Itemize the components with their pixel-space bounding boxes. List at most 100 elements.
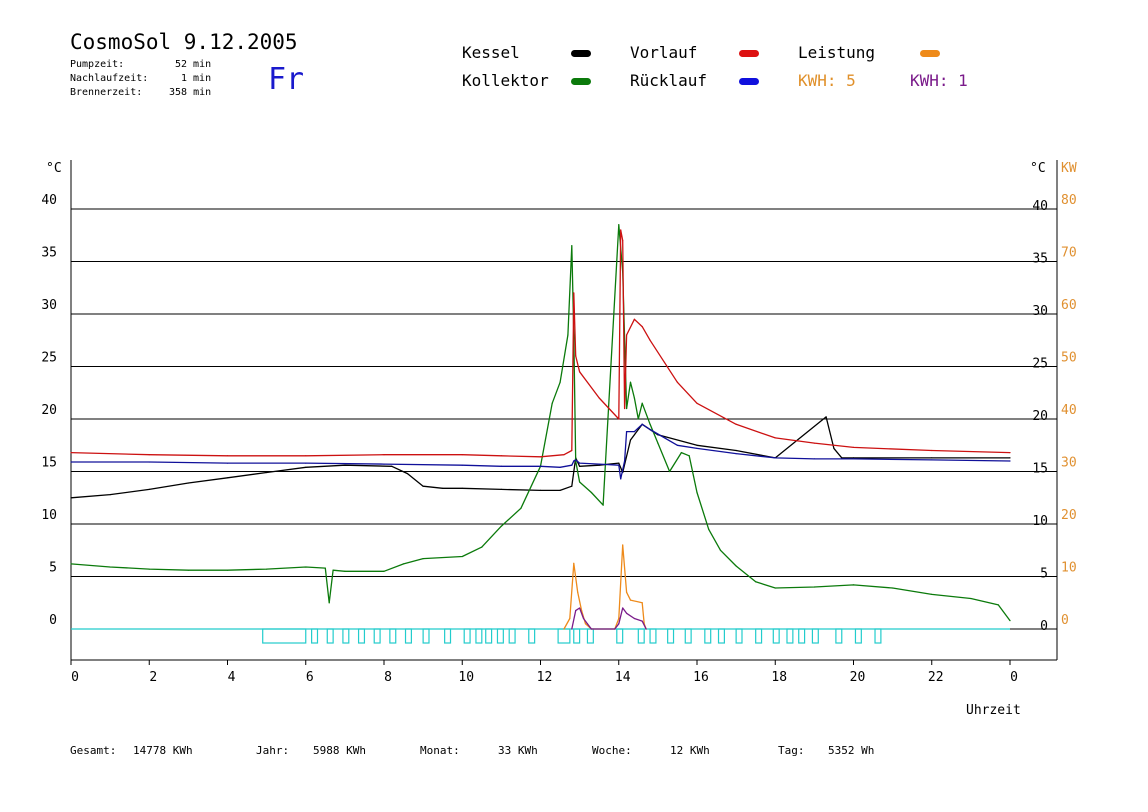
data-point	[676, 381, 679, 383]
x-tick-label: 6	[306, 670, 314, 685]
data-point	[680, 452, 682, 454]
data-point	[226, 462, 229, 464]
y-tick-label-right: 40	[1032, 199, 1048, 214]
pump-interval	[373, 628, 381, 644]
pump-interval	[573, 628, 581, 644]
data-point	[997, 604, 999, 606]
data-point	[579, 465, 581, 467]
data-point	[1009, 457, 1011, 459]
data-point	[579, 481, 581, 483]
data-point	[461, 454, 463, 456]
data-point	[696, 402, 698, 404]
data-point	[598, 463, 600, 465]
data-point	[563, 628, 565, 630]
data-point	[620, 478, 622, 480]
footer-monat-label: Monat:	[420, 744, 460, 757]
pump-interval	[557, 628, 571, 644]
series-line-4	[563, 544, 647, 630]
data-point	[305, 462, 307, 464]
y-tick-label-left: 25	[41, 351, 57, 366]
data-point	[622, 544, 624, 546]
y-tick-label-kw: 40	[1061, 403, 1077, 418]
pump-interval	[389, 628, 397, 644]
data-point	[70, 563, 72, 565]
data-point	[1009, 452, 1011, 454]
data-point	[187, 482, 189, 484]
x-tick-label: 0	[1010, 670, 1018, 685]
data-point	[481, 546, 483, 548]
data-point	[657, 442, 659, 444]
data-point	[567, 334, 569, 336]
data-point	[622, 607, 624, 609]
data-point	[633, 617, 636, 620]
pump-interval	[475, 628, 483, 644]
y-tick-label-kw: 80	[1061, 193, 1077, 208]
data-point	[618, 617, 620, 620]
pump-interval	[704, 628, 712, 644]
pump-interval	[755, 628, 763, 644]
data-point	[719, 549, 722, 551]
data-point	[852, 457, 855, 459]
x-tick-label: 2	[149, 670, 157, 685]
y-tick-label-right: 10	[1032, 514, 1048, 529]
x-tick-label: 18	[771, 670, 787, 685]
data-point	[579, 607, 581, 609]
stat-nachlaufzeit-label: Nachlaufzeit:	[70, 73, 149, 84]
data-point	[70, 452, 72, 454]
pump-interval	[342, 628, 350, 644]
data-point	[641, 602, 643, 604]
y-tick-label-right: 5	[1040, 567, 1048, 582]
data-point	[755, 581, 757, 583]
data-point	[500, 488, 502, 490]
y-axis-unit-left: °C	[46, 161, 62, 176]
data-point	[735, 423, 737, 425]
data-point	[571, 464, 573, 466]
data-point	[696, 444, 698, 446]
y-tick-label-kw: 60	[1061, 298, 1077, 313]
data-point	[625, 612, 628, 614]
data-point	[813, 586, 815, 588]
pump-interval	[311, 628, 319, 644]
data-point	[852, 584, 855, 586]
data-point	[735, 565, 737, 567]
footer-gesamt-label: Gesamt:	[70, 744, 117, 757]
x-tick-label: 8	[384, 670, 392, 685]
y-tick-label-right: 35	[1032, 252, 1048, 267]
pump-interval	[772, 628, 780, 644]
data-point	[641, 423, 643, 425]
legend-kollektor-swatch	[571, 78, 591, 85]
data-point	[575, 355, 577, 357]
y-tick-label-right: 15	[1032, 462, 1048, 477]
pump-interval	[616, 628, 624, 644]
footer-tag-value: 5352 Wh	[828, 744, 875, 757]
data-point	[391, 465, 393, 467]
data-point	[825, 416, 827, 418]
data-point	[305, 455, 307, 457]
data-point	[590, 491, 592, 494]
pump-interval	[528, 628, 536, 644]
data-point	[625, 334, 628, 336]
data-point	[618, 462, 620, 464]
footer-woche-value: 12 KWh	[670, 744, 710, 757]
series-line-1	[70, 224, 1011, 621]
y-tick-label-left: 30	[41, 298, 57, 313]
data-point	[332, 569, 334, 571]
data-point	[406, 473, 409, 475]
data-point	[500, 525, 502, 527]
data-point	[402, 563, 405, 565]
series-line-3	[71, 423, 1011, 480]
data-point	[461, 555, 463, 558]
data-point	[641, 326, 643, 328]
legend-leistung-swatch	[920, 50, 940, 57]
data-point	[571, 245, 573, 247]
pump-interval	[262, 628, 307, 644]
data-point	[148, 454, 150, 456]
data-point	[344, 464, 346, 466]
data-point	[266, 568, 268, 570]
data-point	[774, 457, 776, 459]
data-point	[569, 617, 571, 620]
data-point	[614, 628, 616, 630]
data-point	[649, 339, 651, 341]
data-point	[633, 431, 636, 433]
data-point	[696, 491, 698, 494]
